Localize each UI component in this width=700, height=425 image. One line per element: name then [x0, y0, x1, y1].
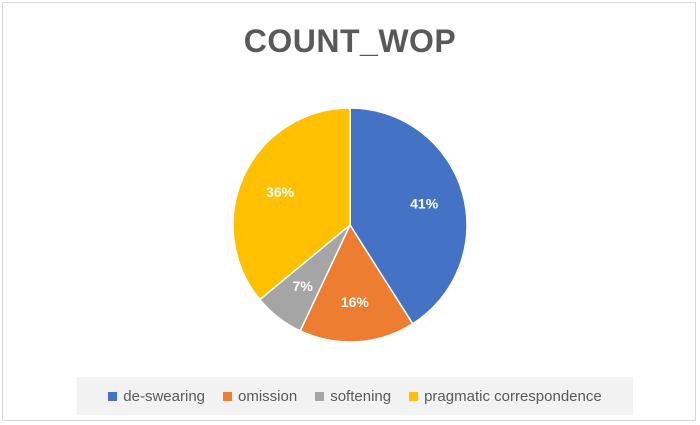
legend: de-swearing omission softening pragmatic…	[77, 377, 633, 415]
legend-label-softening: softening	[330, 387, 392, 405]
chart-title: COUNT_WOP	[243, 23, 457, 59]
legend-label-de-swearing: de-swearing	[123, 387, 206, 405]
pie-chart: 41% 16% 7% 36%	[232, 107, 468, 343]
legend-item-de-swearing: de-swearing	[108, 388, 205, 405]
pie-slice-pragmatic-correspondence	[232, 107, 351, 301]
legend-item-omission: omission	[223, 388, 297, 405]
legend-item-softening: softening	[315, 388, 391, 405]
chart-frame: COUNT_WOP 41% 16% 7% 36% de-swearing omissi…	[2, 2, 696, 421]
pie-slice-omission	[299, 223, 414, 343]
legend-swatch-omission	[223, 391, 233, 401]
legend-item-pragmatic-correspondence: pragmatic correspondence	[409, 388, 602, 405]
slice-label-softening: 7%	[293, 278, 314, 294]
legend-label-pragmatic-correspondence: pragmatic correspondence	[424, 387, 602, 405]
legend-swatch-softening	[315, 391, 325, 401]
slice-label-pragmatic-correspondence: 36%	[266, 184, 295, 200]
legend-label-omission: omission	[238, 387, 298, 405]
slice-label-de-swearing: 41%	[410, 195, 439, 211]
legend-swatch-pragmatic-correspondence	[409, 391, 419, 401]
legend-swatch-de-swearing	[108, 391, 118, 401]
slice-label-omission: 16%	[341, 294, 370, 310]
